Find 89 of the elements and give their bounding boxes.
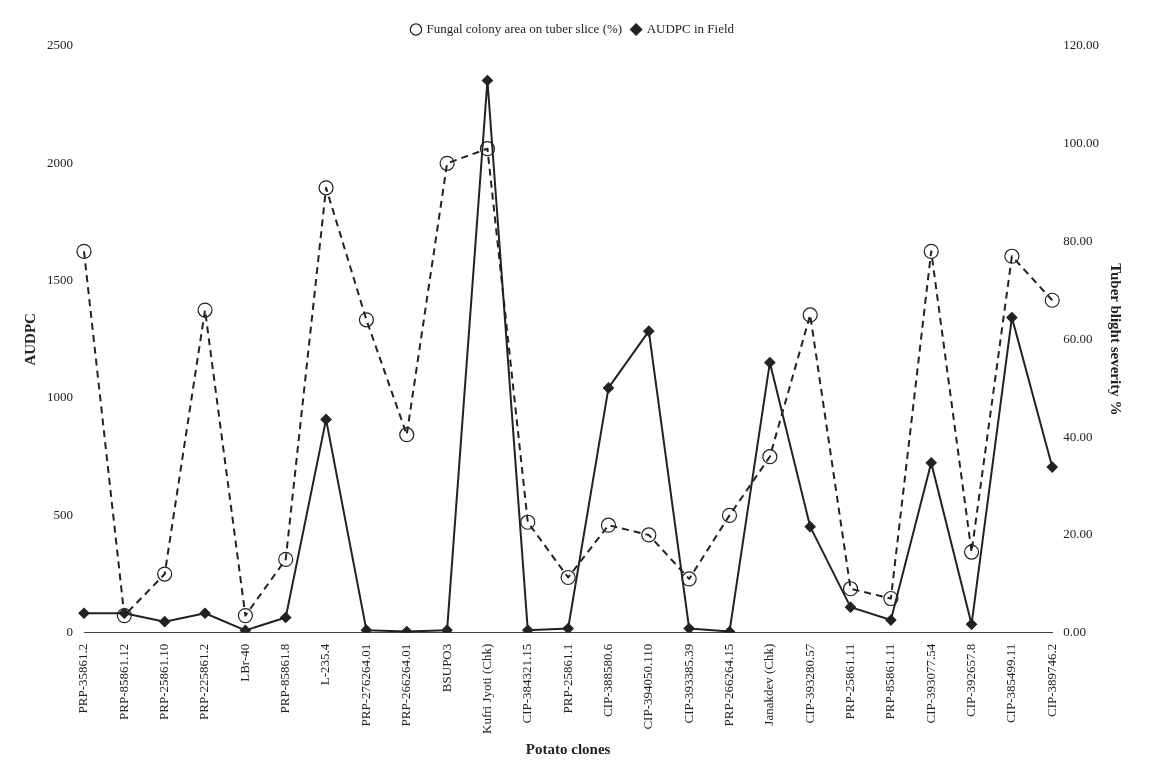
point: [320, 413, 332, 425]
legend-label: Fungal colony area on tuber slice (%): [426, 20, 623, 36]
x-tick-label: BSUPO3: [438, 643, 454, 693]
point: [1006, 311, 1018, 324]
x-tick-label: PRP-266264.15: [720, 643, 736, 727]
point: [76, 243, 92, 259]
point: [925, 457, 937, 469]
point: [78, 607, 90, 619]
point: [197, 302, 213, 318]
point: [159, 616, 171, 628]
x-tick-label: CIP-388580.6: [599, 643, 615, 718]
y2-tick-label: 0.00: [1063, 624, 1086, 640]
y-tick-label: 2000: [47, 154, 73, 170]
point: [842, 581, 859, 597]
point: [199, 607, 211, 619]
point: [681, 571, 697, 587]
point: [520, 514, 536, 530]
point: [239, 624, 251, 633]
point: [399, 427, 415, 443]
point: [844, 601, 857, 613]
point: [883, 590, 899, 607]
y-tick-label: 2500: [47, 37, 73, 53]
y2-tick-label: 100.00: [1063, 135, 1099, 151]
x-tick-label: PRP-85861.11: [882, 643, 898, 720]
x-tick-label: PRP-35861.2: [75, 643, 91, 714]
y2-tick-label: 120.00: [1063, 37, 1099, 53]
y2-tick-label: 20.00: [1063, 526, 1093, 542]
point: [641, 527, 657, 543]
point: [804, 521, 816, 533]
point: [683, 622, 695, 633]
y2-tick-label: 80.00: [1063, 233, 1093, 248]
point: [318, 180, 334, 196]
point: [280, 611, 292, 624]
y-tick-label: 0: [66, 624, 73, 640]
y-tick-label: 500: [53, 506, 73, 522]
point: [441, 624, 453, 633]
x-tick-label: CIP-384321.15: [519, 643, 535, 724]
point: [157, 566, 173, 582]
x-tick-label: CIP-389746.2: [1043, 643, 1059, 718]
point: [237, 608, 253, 624]
x-tick-label: L-235.4: [317, 643, 333, 686]
point: [562, 622, 574, 633]
point: [762, 449, 778, 465]
x-tick-label: PRP-25861.10: [156, 643, 172, 720]
x-tick-label: LBr-40: [236, 643, 252, 682]
point: [643, 325, 655, 337]
x-axis-title: Potato clones: [525, 740, 611, 757]
point: [1004, 248, 1020, 264]
y-tick-label: 1000: [47, 389, 73, 405]
x-tick-label: CIP-393077.54: [922, 643, 938, 724]
x-tick-label: CIP-394050.110: [640, 643, 656, 730]
point: [1046, 461, 1058, 473]
point: [764, 357, 776, 369]
point: [602, 382, 615, 394]
x-tick-label: CIP-392657.8: [962, 643, 978, 718]
point: [116, 608, 132, 624]
point: [439, 155, 455, 171]
point: [278, 551, 294, 567]
legend-label: AUDPC in Field: [646, 20, 735, 36]
x-tick-label: PRP-85861.8: [277, 643, 293, 714]
x-tick-label: CIP-393385.39: [680, 643, 696, 724]
y-axis-title: AUDPC: [21, 313, 38, 366]
x-tick-label: PRP-266264.01: [398, 643, 414, 727]
y2-tick-label: 40.00: [1063, 428, 1093, 444]
x-tick-label: Janakdev (Chk): [761, 643, 777, 726]
point: [479, 141, 496, 157]
x-tick-label: PRP-276264.01: [357, 643, 373, 727]
point: [965, 618, 978, 630]
x-tick-label: PRP-25861.1: [559, 643, 575, 714]
x-tick-label: PRP-25861.11: [841, 643, 857, 720]
point: [1044, 292, 1060, 308]
point: [600, 517, 617, 533]
point: [481, 74, 494, 87]
y-tick-label: 1500: [47, 272, 73, 288]
point: [721, 507, 738, 523]
point: [963, 544, 980, 560]
x-tick-label: PRP-225861.2: [196, 643, 212, 720]
x-tick-label: CIP-393280.57: [801, 643, 817, 724]
y2-tick-label: 60.00: [1063, 330, 1093, 346]
y2-axis-title: Tuber blight severity %: [1108, 263, 1125, 416]
point: [885, 614, 897, 626]
x-tick-label: PRP-85861.12: [115, 643, 131, 720]
point: [522, 624, 534, 633]
x-tick-label: CIP-385499.11: [1003, 643, 1019, 724]
point: [923, 243, 939, 259]
point: [358, 312, 375, 328]
point: [802, 307, 818, 323]
x-tick-label: Kufri Jyoti (Chk): [478, 643, 494, 735]
point: [560, 569, 576, 586]
